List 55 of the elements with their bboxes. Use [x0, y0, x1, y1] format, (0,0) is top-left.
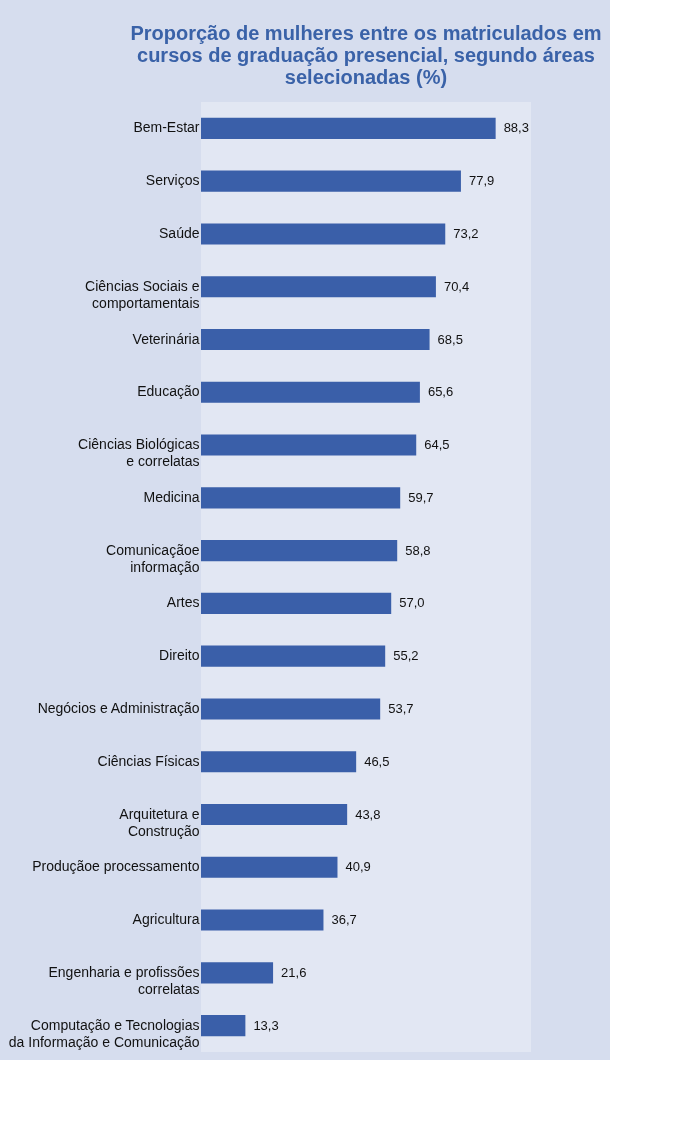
data-label: 68,5	[437, 331, 463, 347]
data-label: 88,3	[503, 120, 529, 136]
y-tick-label: Comunicaçãoe informação	[106, 541, 200, 575]
bar	[201, 645, 386, 667]
bar	[201, 381, 420, 403]
y-tick-label: Direito	[159, 647, 200, 664]
bar	[201, 698, 381, 720]
bar	[201, 592, 392, 614]
data-label: 70,4	[443, 278, 470, 294]
y-tick-label: Medicina	[143, 488, 200, 505]
data-label: 55,2	[393, 648, 419, 664]
y-tick-label: Artes	[166, 594, 200, 611]
y-tick-label: Ciências Biológicas e correlatas	[78, 436, 200, 470]
data-label: 40,9	[345, 859, 371, 875]
bar	[201, 751, 357, 773]
data-label: 21,6	[281, 964, 307, 980]
y-tick-label: Bem-Estar	[133, 119, 200, 136]
y-tick-label: Engenharia e profissões correlatas	[48, 963, 200, 997]
data-label: 65,6	[427, 384, 454, 400]
bar	[201, 909, 324, 931]
y-tick-label: Produçãoe processamento	[32, 858, 200, 875]
y-tick-label: Negócios e Administração	[37, 699, 200, 716]
y-tick-label: Saúde	[159, 224, 200, 241]
data-label: 46,5	[364, 753, 390, 769]
data-label: 53,7	[388, 700, 414, 716]
bar	[201, 962, 274, 984]
data-label: 59,7	[408, 489, 434, 505]
data-label: 36,7	[331, 912, 357, 928]
bar	[201, 487, 401, 509]
bar	[201, 117, 496, 139]
bar	[201, 803, 348, 826]
y-tick-label: Computação e Tecnologias da Informação e Comunicação	[8, 1016, 200, 1050]
bar	[201, 434, 417, 456]
bar	[201, 223, 446, 245]
data-label: 77,9	[468, 173, 495, 189]
data-label: 57,0	[399, 595, 425, 611]
y-tick-label: Veterinária	[132, 330, 200, 347]
chart-title: Proporção de mulheres entre os matriculados em cursos de graduação presencial, segundo áreas selecionadas (%)	[130, 22, 602, 88]
y-tick-label: Serviços	[145, 172, 200, 189]
y-tick-label: Ciências Sociais e comportamentais	[85, 277, 200, 311]
data-label: 73,2	[453, 225, 479, 241]
y-tick-label: Agricultura	[132, 911, 200, 928]
y-tick-label: Arquitetura e Construção	[119, 805, 200, 839]
bar	[201, 328, 430, 351]
bar	[201, 1015, 246, 1037]
data-label: 58,8	[405, 542, 431, 558]
bar	[201, 276, 436, 298]
data-label: 64,5	[424, 437, 450, 453]
bar	[201, 540, 398, 562]
y-tick-label: Ciências Físicas	[97, 752, 200, 769]
data-label: 43,8	[355, 806, 381, 822]
data-label: 13,3	[253, 1017, 279, 1033]
bar	[201, 856, 338, 878]
bar	[201, 170, 461, 192]
y-tick-label: Educação	[137, 383, 200, 400]
